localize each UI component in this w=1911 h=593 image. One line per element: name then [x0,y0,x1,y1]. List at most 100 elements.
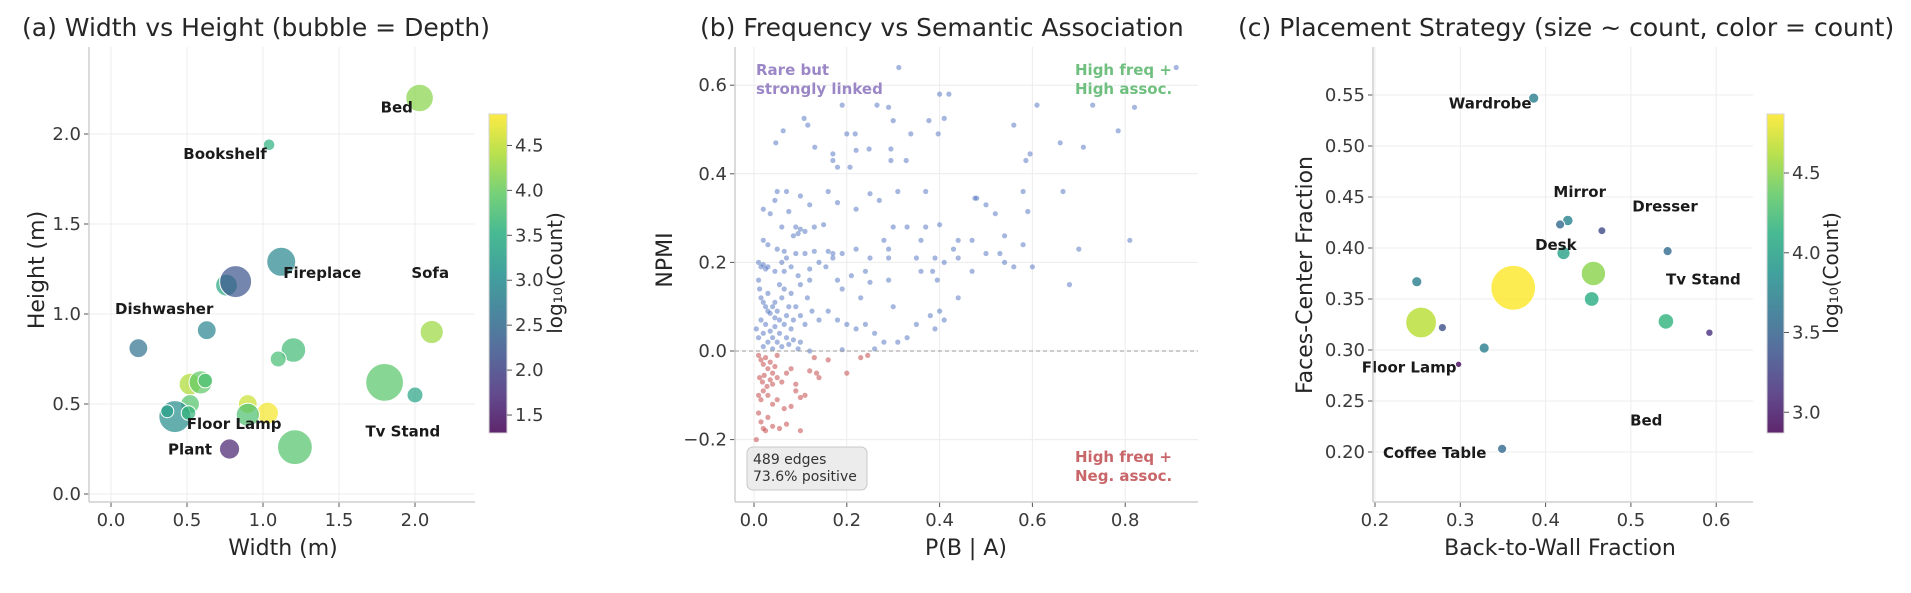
colorbar-gradient [1766,113,1785,434]
panel-a-ylabel: Height (m) [25,211,50,329]
edge-point [763,428,769,434]
quadrant-label-neg-line1: High freq + [1075,448,1172,466]
edge-point [765,290,771,296]
colorbar-tick-label: 4.5 [1792,163,1821,184]
edge-point [895,188,901,195]
edge-point [839,286,845,292]
edge-point [760,299,766,305]
edge-point [781,286,787,292]
bubble-label: Tv Stand [1666,271,1741,289]
edge-point [786,208,792,215]
bubble-label: Sofa [411,264,449,282]
bubble-label: Floor Lamp [187,415,282,433]
edge-point [1027,151,1033,157]
edge-point [853,246,859,252]
edge-point [867,279,873,285]
edge-point [797,282,804,288]
edge-point [1060,188,1066,195]
y-tick-label: 0.0 [698,341,727,362]
edge-point [797,339,804,345]
edge-point [788,264,794,270]
edge-point [1057,140,1063,146]
edge-point [774,246,780,252]
edge-point [969,237,975,243]
panel-c-axes: 0.2 0.3 0.4 0.5 0.6 0.20 0.25 0.30 0.35 0.40 0.45 0… [1325,47,1753,531]
bubble [1705,328,1714,337]
edge-point [786,341,792,347]
panel-a-grid [89,47,475,502]
colorbar-tick-label: 4.0 [1792,243,1821,264]
edge-point [918,268,924,274]
edge-point [839,347,845,353]
panel-c-xlabel: Back-to-Wall Fraction [1444,536,1676,561]
edge-point [763,304,769,310]
colorbar-tick-label: 3.0 [1792,402,1821,423]
x-tick-label: 2.0 [401,510,430,531]
edge-point [1025,208,1031,215]
edge-point [834,164,841,170]
edge-point [802,228,808,234]
bubble-label: Tv Stand [365,422,440,440]
edge-point [760,388,766,394]
bubble [365,363,405,402]
edge-point [1020,188,1026,195]
edge-point [774,352,780,358]
edge-point [890,118,896,124]
edge-point [923,188,929,195]
x-tick-label: 0.2 [1361,510,1390,531]
edge-point [811,224,817,230]
bubble [219,265,253,299]
y-tick-label: 0.30 [1325,340,1365,361]
edge-point [888,146,894,152]
y-tick-label: 0.55 [1325,85,1365,106]
bubble [262,138,276,152]
edge-point [795,273,801,279]
edge-point [950,246,957,252]
bubble [1597,226,1607,236]
edge-point [937,91,943,97]
edge-point [881,237,887,243]
bubble-label: Plant [168,440,212,458]
quadrant-label-rare-line2: strongly linked [756,80,883,98]
edge-point [765,242,771,248]
edge-point [866,146,872,152]
bubble [406,386,424,404]
edge-point [858,355,864,361]
edge-point [779,259,785,265]
bubble [1556,246,1571,261]
edge-point [790,337,797,343]
bubble [235,402,260,427]
edge-point [779,344,785,350]
edge-point [795,346,801,352]
edge-point [802,250,808,257]
edge-point [804,295,811,301]
edge-point [783,313,790,319]
panel-a-xlabel: Width (m) [228,536,338,561]
edge-point [1029,264,1035,270]
edge-point [844,321,850,327]
bubble-label: Fireplace [283,264,361,282]
edge-point [802,392,808,398]
edge-point [886,104,892,110]
edge-point [758,317,764,323]
edge-point [937,308,943,314]
edge-point [753,326,759,332]
edge-point [983,202,989,208]
x-tick-label: 0.4 [1531,510,1560,531]
panel-c-bubbles [1405,92,1714,454]
x-tick-label: 0.0 [97,510,126,531]
y-tick-label: 0.50 [1325,136,1365,157]
colorbar-tick-label: 3.5 [515,225,544,246]
edge-point [767,328,773,334]
edge-point [814,370,820,376]
edge-point [874,102,880,108]
edge-point [908,131,914,137]
edge-point [913,255,920,261]
edge-point [757,286,763,292]
edge-point [1173,64,1179,71]
edge-point [895,339,901,345]
bubble [196,320,217,341]
edge-point [760,330,766,336]
bubble [1555,219,1566,230]
